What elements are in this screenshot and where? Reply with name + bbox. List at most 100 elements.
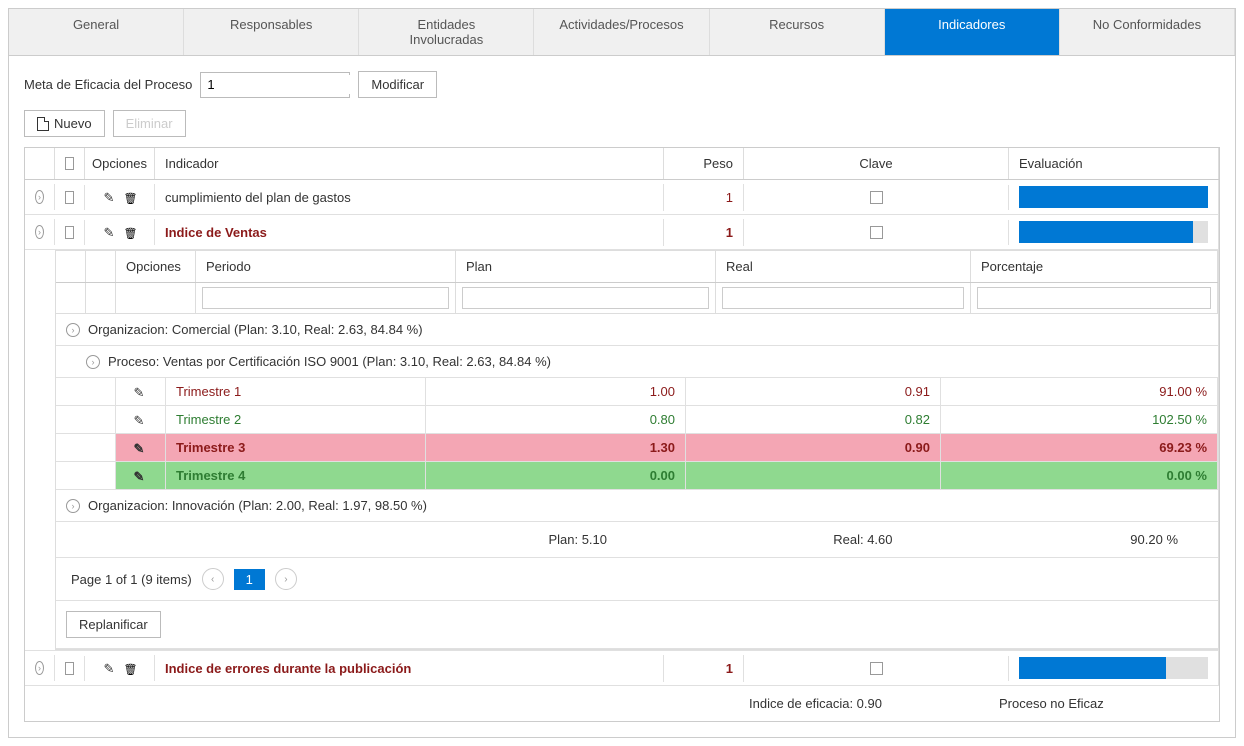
tab-responsables[interactable]: Responsables — [184, 9, 359, 55]
real-cell: 0.91 — [686, 378, 941, 405]
pager-text: Page 1 of 1 (9 items) — [71, 572, 192, 587]
header-opciones: Opciones — [85, 148, 155, 179]
pager: Page 1 of 1 (9 items) ‹ 1 › — [56, 558, 1218, 601]
toolbar: Nuevo Eliminar — [24, 110, 1220, 137]
tab-actividades[interactable]: Actividades/Procesos — [534, 9, 709, 55]
eval-progress — [1019, 186, 1208, 208]
edit-icon[interactable] — [104, 190, 118, 204]
eliminar-label: Eliminar — [126, 116, 173, 131]
footer-indice: Indice de eficacia: 0.90 — [749, 696, 999, 711]
filter-porc[interactable] — [977, 287, 1211, 309]
collapse-icon[interactable]: › — [86, 355, 100, 369]
edit-icon[interactable] — [134, 469, 148, 483]
header-expand — [25, 148, 55, 179]
meta-label: Meta de Eficacia del Proceso — [24, 77, 192, 92]
meta-spinner[interactable]: ▲ ▼ — [200, 72, 350, 98]
tab-general[interactable]: General — [9, 9, 184, 55]
footer-row: Indice de eficacia: 0.90 Proceso no Efic… — [25, 686, 1219, 721]
nuevo-label: Nuevo — [54, 116, 92, 131]
peso-cell: 1 — [664, 219, 744, 246]
indicador-cell: Indice de errores durante la publicación — [155, 655, 664, 682]
plan-cell: 0.80 — [426, 406, 686, 433]
tab-recursos[interactable]: Recursos — [710, 9, 885, 55]
group-label: Proceso: Ventas por Certificación ISO 90… — [108, 354, 551, 369]
edit-icon[interactable] — [134, 413, 148, 427]
delete-icon[interactable] — [124, 225, 136, 239]
tab-entidades[interactable]: Entidades Involucradas — [359, 9, 534, 55]
period-row: Trimestre 3 1.30 0.90 69.23 % — [56, 434, 1218, 462]
filter-periodo[interactable] — [202, 287, 449, 309]
footer-proceso: Proceso no Eficaz — [999, 696, 1209, 711]
group-label: Organizacion: Innovación (Plan: 2.00, Re… — [88, 498, 427, 513]
filter-plan[interactable] — [462, 287, 709, 309]
summary-plan: Plan: 5.10 — [352, 532, 638, 547]
delete-icon[interactable] — [124, 190, 136, 204]
modificar-button[interactable]: Modificar — [358, 71, 437, 98]
tab-noconformidades[interactable]: No Conformidades — [1060, 9, 1235, 55]
real-cell — [686, 462, 941, 489]
eliminar-button[interactable]: Eliminar — [113, 110, 186, 137]
nested-grid: Opciones Periodo Plan Real Porcentaje — [55, 250, 1219, 650]
row-checkbox[interactable] — [65, 662, 74, 675]
delete-icon[interactable] — [124, 661, 136, 675]
header-clave[interactable]: Clave — [744, 148, 1009, 179]
period-row: Trimestre 4 0.00 0.00 % — [56, 462, 1218, 490]
nh-porcentaje[interactable]: Porcentaje — [971, 251, 1218, 282]
clave-checkbox[interactable] — [870, 226, 883, 239]
document-icon — [37, 117, 49, 131]
clave-checkbox[interactable] — [870, 662, 883, 675]
nested-panel: Opciones Periodo Plan Real Porcentaje — [25, 250, 1219, 651]
row-checkbox[interactable] — [65, 191, 74, 204]
table-row: › Indice de errores durante la publicaci… — [25, 651, 1219, 686]
expand-icon[interactable]: › — [66, 499, 80, 513]
table-row: › Indice de Ventas 1 — [25, 215, 1219, 250]
grid-header: Opciones Indicador Peso Clave Evaluación — [25, 148, 1219, 180]
indicators-grid: Opciones Indicador Peso Clave Evaluación… — [24, 147, 1220, 722]
header-peso[interactable]: Peso — [664, 148, 744, 179]
nuevo-button[interactable]: Nuevo — [24, 110, 105, 137]
expand-icon[interactable]: › — [35, 190, 44, 204]
nh-plan[interactable]: Plan — [456, 251, 716, 282]
periodo-cell: Trimestre 2 — [166, 406, 426, 433]
nh-periodo[interactable]: Periodo — [196, 251, 456, 282]
pager-prev-icon[interactable]: ‹ — [202, 568, 224, 590]
group-label: Organizacion: Comercial (Plan: 3.10, Rea… — [88, 322, 423, 337]
header-evaluacion[interactable]: Evaluación — [1009, 148, 1219, 179]
replanificar-button[interactable]: Replanificar — [66, 611, 161, 638]
edit-icon[interactable] — [134, 385, 148, 399]
meta-row: Meta de Eficacia del Proceso ▲ ▼ Modific… — [24, 71, 1220, 98]
porc-cell: 102.50 % — [941, 406, 1218, 433]
edit-icon[interactable] — [104, 225, 118, 239]
period-row: Trimestre 2 0.80 0.82 102.50 % — [56, 406, 1218, 434]
row-checkbox[interactable] — [65, 226, 74, 239]
clave-checkbox[interactable] — [870, 191, 883, 204]
pager-current[interactable]: 1 — [234, 569, 265, 590]
porc-cell: 69.23 % — [941, 434, 1218, 461]
filter-real[interactable] — [722, 287, 964, 309]
collapse-icon[interactable]: › — [66, 323, 80, 337]
edit-icon[interactable] — [134, 441, 148, 455]
nh-real[interactable]: Real — [716, 251, 971, 282]
summary-porc: 90.20 % — [923, 532, 1209, 547]
summary-row: Plan: 5.10 Real: 4.60 90.20 % — [56, 522, 1218, 558]
expand-icon[interactable]: › — [35, 225, 44, 239]
peso-cell: 1 — [664, 655, 744, 682]
nested-filter-row — [56, 283, 1218, 314]
group-row-org2: › Organizacion: Innovación (Plan: 2.00, … — [56, 490, 1218, 522]
edit-icon[interactable] — [104, 661, 118, 675]
real-cell: 0.82 — [686, 406, 941, 433]
pager-next-icon[interactable]: › — [275, 568, 297, 590]
period-row: Trimestre 1 1.00 0.91 91.00 % — [56, 378, 1218, 406]
periodo-cell: Trimestre 3 — [166, 434, 426, 461]
group-row-org1: › Organizacion: Comercial (Plan: 3.10, R… — [56, 314, 1218, 346]
header-indicador[interactable]: Indicador — [155, 148, 664, 179]
indicador-cell: cumplimiento del plan de gastos — [155, 184, 664, 211]
select-all-checkbox[interactable] — [65, 157, 74, 170]
nested-header: Opciones Periodo Plan Real Porcentaje — [56, 251, 1218, 283]
eval-progress — [1019, 657, 1208, 679]
expand-icon[interactable]: › — [35, 661, 44, 675]
porc-cell: 91.00 % — [941, 378, 1218, 405]
plan-cell: 1.30 — [426, 434, 686, 461]
tab-indicadores[interactable]: Indicadores — [885, 9, 1060, 55]
nh-opciones: Opciones — [116, 251, 196, 282]
